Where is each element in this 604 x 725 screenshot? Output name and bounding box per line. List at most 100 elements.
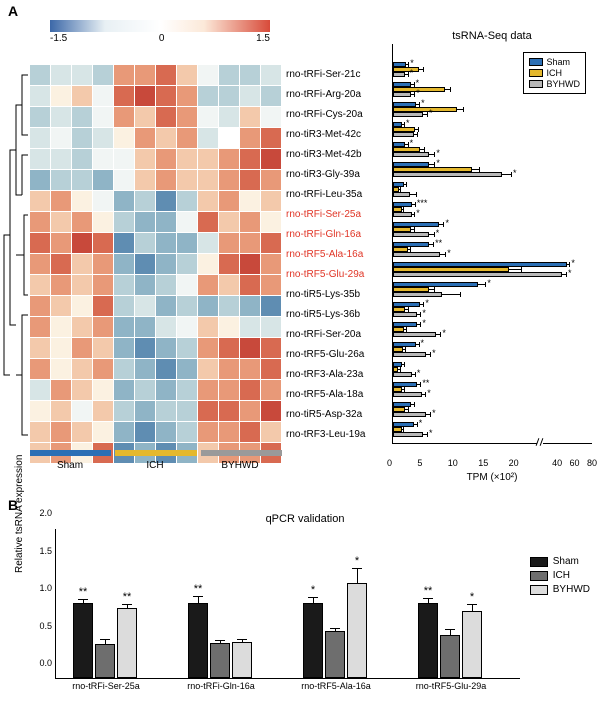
heatmap-cell — [240, 107, 260, 127]
heatmap-row-label: rno-tRFi-Leu-35a — [286, 185, 390, 205]
heatmap-cell — [30, 107, 50, 127]
heatmap-cell — [72, 401, 92, 421]
xtick: 20 — [509, 458, 519, 468]
heatmap-cell — [30, 233, 50, 253]
significance-star: ** — [418, 585, 438, 597]
heatmap-cell — [261, 338, 281, 358]
heatmap-row-label: rno-tRF5-Glu-26a — [286, 345, 390, 365]
group-bar-byhwd — [201, 450, 282, 456]
heatmap-cell — [177, 107, 197, 127]
hbar — [393, 132, 414, 137]
heatmap-cell — [177, 338, 197, 358]
heatmap-cell — [72, 275, 92, 295]
significance-star: * — [416, 81, 420, 86]
heatmap-cell — [51, 107, 71, 127]
heatmap-cell — [93, 359, 113, 379]
panel-b-plot: rno-tRFi-Ser-25arno-tRFi-Gln-16arno-tRF5… — [55, 529, 520, 679]
heatmap-cell — [219, 359, 239, 379]
group-bar-ich — [115, 450, 196, 456]
heatmap-row-label: rno-tiR3-Met-42c — [286, 125, 390, 145]
heatmap-cell — [219, 65, 239, 85]
vbar — [303, 603, 323, 678]
heatmap-row-label: rno-tRFi-Cys-20a — [286, 105, 390, 125]
heatmap-cell — [177, 254, 197, 274]
significance-star: * — [487, 281, 491, 286]
group-bar-sham — [30, 450, 111, 456]
legend-label: Sham — [547, 57, 571, 67]
heatmap-row-label: rno-tRF3-Leu-19a — [286, 425, 390, 445]
significance-star: * — [347, 555, 367, 567]
bar-group-label: rno-tRF5-Glu-29a — [396, 681, 506, 691]
heatmap-cell — [219, 254, 239, 274]
bar-row: ** — [393, 162, 592, 182]
heatmap-cell — [30, 338, 50, 358]
hbar — [393, 232, 429, 237]
barchart-a-plot: ************************************ — [392, 44, 592, 444]
dendrogram — [2, 65, 30, 445]
heatmap-cell — [177, 380, 197, 400]
heatmap: Sham ICH BYHWD — [30, 65, 281, 463]
heatmap-cell — [261, 128, 281, 148]
heatmap-cell — [135, 86, 155, 106]
heatmap-cell — [177, 128, 197, 148]
heatmap-cell — [198, 86, 218, 106]
heatmap-cell — [177, 233, 197, 253]
hbar — [393, 332, 436, 337]
hbar — [393, 152, 429, 157]
heatmap-cell — [198, 422, 218, 442]
heatmap-cell — [261, 422, 281, 442]
xtick: 60 — [570, 458, 580, 468]
heatmap-cell — [198, 317, 218, 337]
heatmap-cell — [51, 275, 71, 295]
heatmap-cell — [156, 317, 176, 337]
heatmap-cell — [261, 401, 281, 421]
heatmap-cell — [261, 233, 281, 253]
heatmap-cell — [156, 86, 176, 106]
heatmap-row-label: rno-tRFi-Ser-20a — [286, 325, 390, 345]
legend-swatch-ich — [530, 571, 548, 581]
legend-label: Sham — [553, 556, 579, 567]
significance-star: * — [429, 111, 433, 116]
heatmap-cell — [240, 149, 260, 169]
heatmap-cell — [198, 380, 218, 400]
heatmap-cell — [219, 233, 239, 253]
heatmap-cell — [135, 170, 155, 190]
heatmap-cell — [135, 422, 155, 442]
heatmap-cell — [51, 86, 71, 106]
heatmap-cell — [30, 317, 50, 337]
xtick: 10 — [448, 458, 458, 468]
heatmap-cell — [261, 275, 281, 295]
heatmap-cell — [135, 212, 155, 232]
xtick: 0 — [387, 458, 392, 468]
heatmap-cell — [240, 254, 260, 274]
heatmap-cell — [198, 359, 218, 379]
significance-star: * — [445, 221, 449, 226]
heatmap-cell — [51, 65, 71, 85]
heatmap-cell — [114, 275, 134, 295]
legend-label: BYHWD — [553, 584, 590, 595]
hbar — [393, 312, 417, 317]
panel-b-ylabel: Relative tsRNA expression — [14, 455, 25, 573]
heatmap-cell — [93, 233, 113, 253]
heatmap-cell — [30, 86, 50, 106]
heatmap-cell — [93, 338, 113, 358]
hbar — [393, 272, 562, 277]
heatmap-cell — [177, 296, 197, 316]
heatmap-cell — [30, 380, 50, 400]
heatmap-cell — [114, 212, 134, 232]
ytick: 0.0 — [39, 658, 52, 668]
bar-row: * — [393, 282, 592, 302]
heatmap-cell — [156, 128, 176, 148]
hbar — [393, 212, 412, 217]
heatmap-cell — [156, 338, 176, 358]
significance-star: * — [410, 61, 414, 66]
vbar — [210, 643, 230, 678]
heatmap-cell — [240, 359, 260, 379]
vbar — [232, 642, 252, 678]
significance-star: * — [410, 71, 414, 76]
heatmap-cell — [261, 212, 281, 232]
heatmap-cell — [261, 107, 281, 127]
heatmap-cell — [114, 254, 134, 274]
panel-a-label: A — [8, 3, 18, 19]
heatmap-cell — [135, 317, 155, 337]
